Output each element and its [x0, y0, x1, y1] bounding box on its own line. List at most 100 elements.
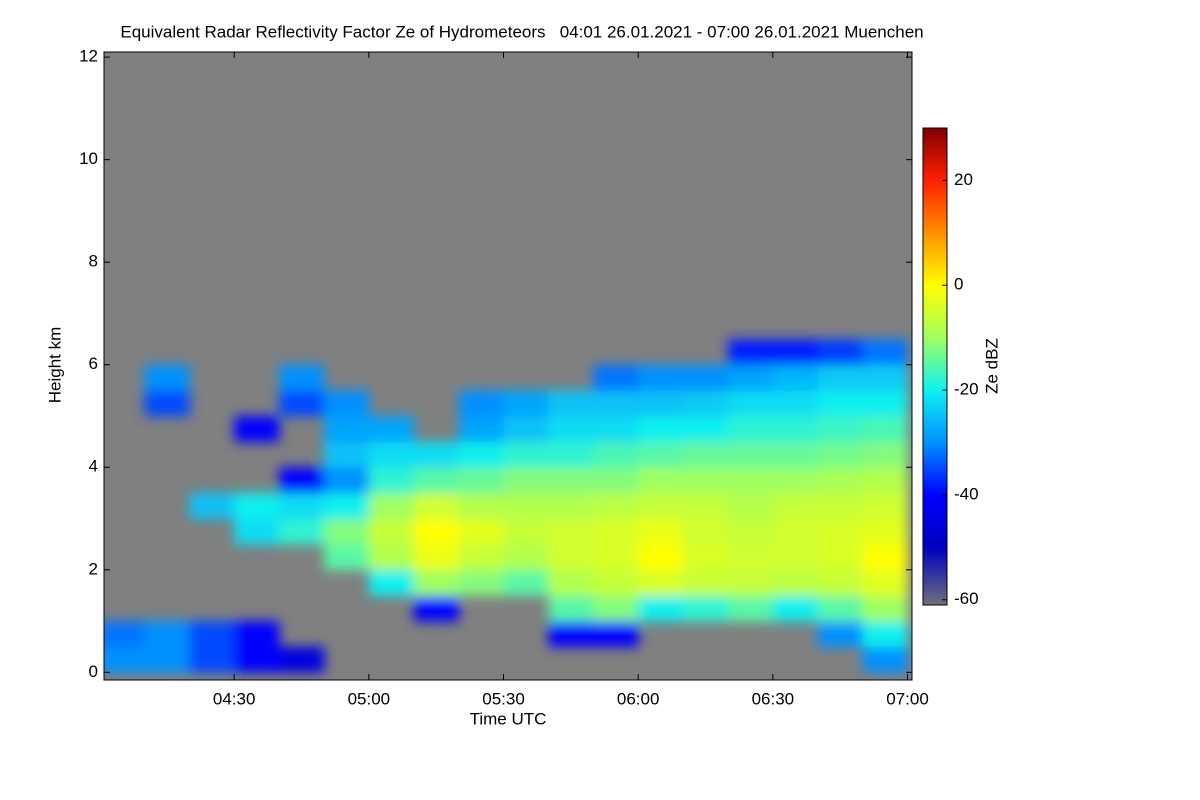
heatmap-cell [189, 646, 235, 673]
heatmap-cell [279, 467, 325, 494]
heatmap-cell [458, 569, 505, 596]
heatmap-cell [279, 364, 325, 391]
x-tick-label: 04:30 [213, 689, 256, 708]
heatmap-cell [683, 364, 729, 391]
heatmap-cell [727, 595, 774, 622]
heatmap-cell [279, 492, 325, 520]
heatmap-cell [548, 441, 594, 468]
heatmap-cell [548, 544, 594, 571]
heatmap-cell [862, 569, 909, 596]
heatmap-cell [862, 518, 909, 545]
heatmap-cell [593, 492, 639, 520]
heatmap-cell [458, 467, 505, 494]
heatmap-cell [503, 518, 549, 545]
heatmap-cell [683, 415, 729, 443]
heatmap-cell [772, 415, 819, 443]
heatmap-cell [638, 364, 684, 391]
heatmap-cell [458, 544, 505, 571]
heatmap-cell [817, 467, 864, 494]
heatmap-cell [727, 415, 774, 443]
heatmap-cell [772, 467, 819, 494]
heatmap-cell [593, 467, 639, 494]
heatmap-cell [413, 569, 460, 596]
heatmap-cell [413, 441, 460, 468]
heatmap-cell [503, 467, 549, 494]
heatmap-cell [817, 595, 864, 622]
heatmap-cell [727, 339, 774, 366]
heatmap-cell [323, 415, 370, 443]
y-tick-label: 6 [89, 354, 98, 373]
heatmap-cell [862, 467, 909, 494]
heatmap-cell [279, 518, 325, 545]
heatmap-cell [772, 364, 819, 391]
heatmap-cell [593, 595, 639, 622]
heatmap-cell [638, 467, 684, 494]
heatmap-cell [279, 646, 325, 673]
heatmap-cell [862, 595, 909, 622]
heatmap-cell [862, 441, 909, 468]
heatmap-cell [503, 544, 549, 571]
heatmap-cell [503, 569, 549, 596]
heatmap-cell [862, 390, 909, 417]
heatmap-cell [727, 492, 774, 520]
heatmap-cell [817, 544, 864, 571]
colorbar-tick-label: -40 [954, 484, 979, 503]
heatmap-cell [323, 390, 370, 417]
heatmap-cell [144, 621, 190, 648]
heatmap-cell [279, 390, 325, 417]
heatmap-cell [727, 569, 774, 596]
heatmap-cell [104, 646, 145, 673]
heatmap-cell [817, 492, 864, 520]
y-tick-label: 12 [79, 47, 98, 66]
heatmap-cell [638, 518, 684, 545]
heatmap-cell [368, 518, 415, 545]
heatmap-cell [368, 441, 415, 468]
heatmap-cell [772, 390, 819, 417]
heatmap-cell [683, 390, 729, 417]
heatmap-cell [638, 544, 684, 571]
heatmap-cell [727, 544, 774, 571]
heatmap-cell [727, 518, 774, 545]
heatmap-cell [817, 441, 864, 468]
heatmap-cell [638, 595, 684, 622]
heatmap-cell [368, 569, 415, 596]
heatmap-cell [817, 621, 864, 648]
heatmap-cell [104, 621, 145, 648]
plot-frame [103, 51, 913, 681]
heatmap-cell [862, 646, 909, 673]
heatmap-cell [593, 441, 639, 468]
heatmap-cell [234, 492, 280, 520]
heatmap-cell [862, 364, 909, 391]
y-tick-label: 8 [89, 252, 98, 271]
heatmap [104, 339, 909, 673]
heatmap-cell [772, 339, 819, 366]
heatmap-cell [548, 621, 594, 648]
heatmap-cell [683, 569, 729, 596]
heatmap-cell [503, 415, 549, 443]
heatmap-cell [683, 467, 729, 494]
x-tick-label: 07:00 [886, 689, 929, 708]
heatmap-cell [323, 492, 370, 520]
heatmap-cell [323, 467, 370, 494]
colorbar-tick-label: -60 [954, 589, 979, 608]
heatmap-cell [638, 569, 684, 596]
heatmap-cell [368, 544, 415, 571]
heatmap-cell [458, 518, 505, 545]
heatmap-cell [323, 544, 370, 571]
heatmap-cell [817, 569, 864, 596]
heatmap-cell [683, 492, 729, 520]
heatmap-cell [683, 518, 729, 545]
x-tick-label: 05:30 [482, 689, 525, 708]
heatmap-cell [772, 441, 819, 468]
heatmap-cell [862, 621, 909, 648]
heatmap-cell [144, 364, 190, 391]
heatmap-cell [593, 544, 639, 571]
heatmap-cell [727, 441, 774, 468]
chart-title: Equivalent Radar Reflectivity Factor Ze … [120, 22, 923, 41]
heatmap-cell [323, 441, 370, 468]
heatmap-cell [772, 595, 819, 622]
heatmap-cell [862, 492, 909, 520]
heatmap-cell [593, 415, 639, 443]
y-tick-label: 10 [79, 149, 98, 168]
heatmap-cell [683, 441, 729, 468]
